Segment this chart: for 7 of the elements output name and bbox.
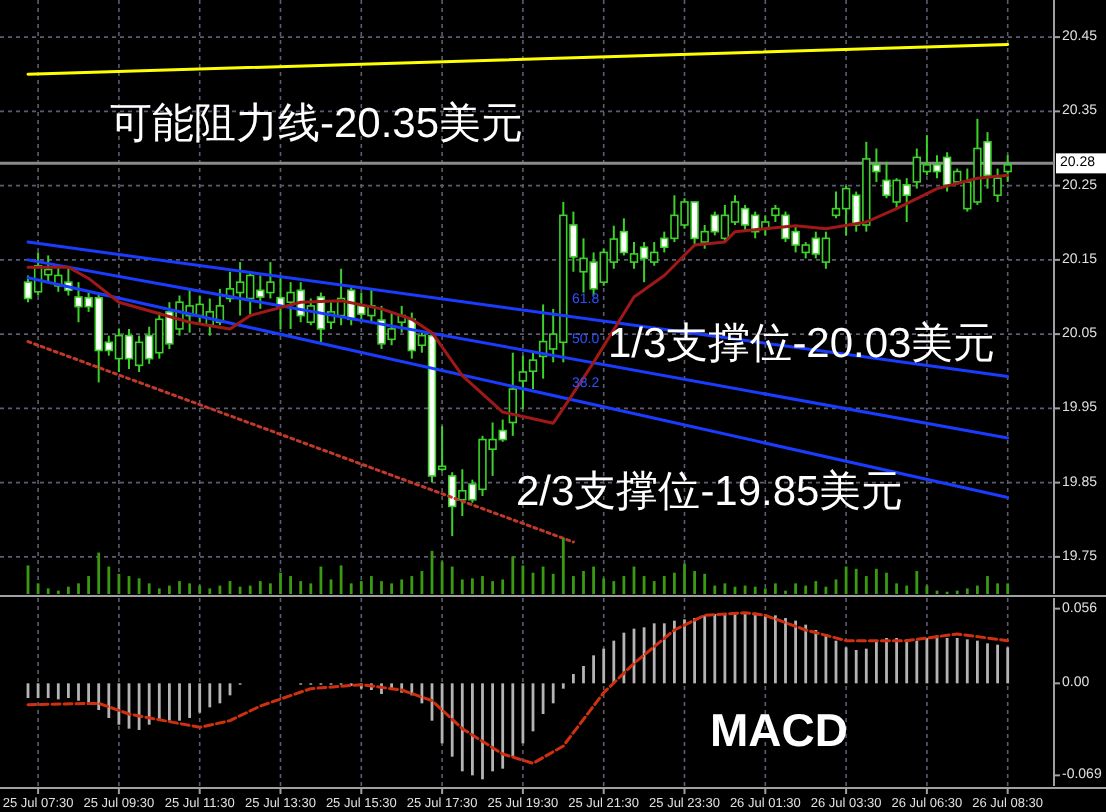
line-series xyxy=(26,611,1010,765)
candlestick xyxy=(993,167,1002,203)
text: MACD xyxy=(710,704,848,756)
candlestick xyxy=(1003,154,1012,183)
annotation: 可能阻力线-20.35美元 xyxy=(110,101,524,147)
line-series xyxy=(26,173,1010,425)
annotation: 2/3支撑位-19.85美元 xyxy=(516,469,904,515)
